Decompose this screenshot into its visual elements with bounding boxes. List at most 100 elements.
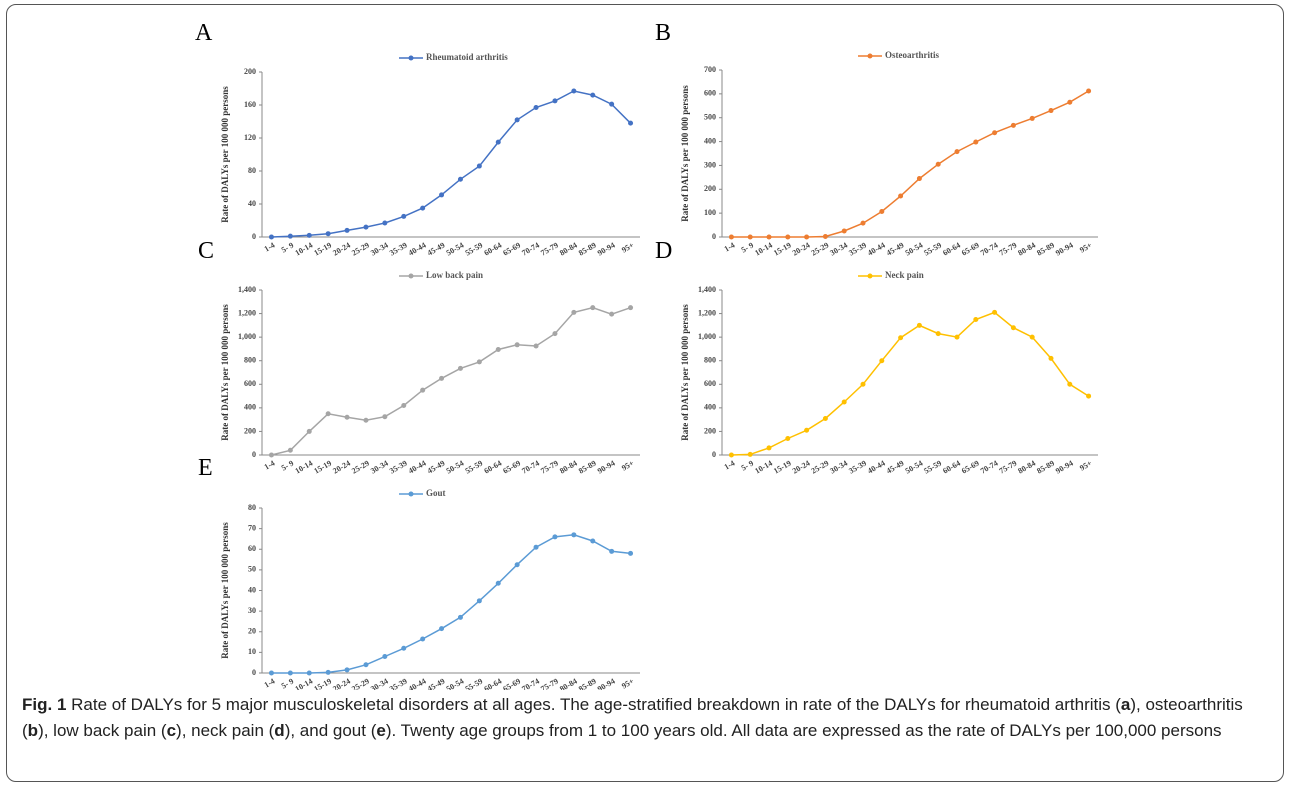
point	[992, 130, 998, 136]
y-tick-label: 70	[248, 523, 256, 532]
x-tick-label: 1-4	[723, 241, 737, 254]
point	[439, 626, 445, 632]
legend-marker	[408, 491, 414, 497]
x-tick-label: 65-69	[501, 677, 522, 690]
x-tick-label: 5- 9	[280, 241, 295, 255]
x-tick-label: 5- 9	[280, 459, 295, 473]
panel-label: B	[655, 20, 671, 46]
x-tick-label: 50-54	[445, 241, 466, 258]
x-tick-label: 90-94	[1054, 459, 1075, 476]
legend-label: Low back pain	[426, 270, 483, 280]
point	[457, 365, 463, 371]
x-tick-label: 50-54	[904, 241, 925, 258]
y-tick-label: 160	[244, 100, 256, 109]
x-tick-label: 50-54	[904, 459, 925, 476]
y-tick-label: 1,000	[238, 332, 256, 341]
caption-text: ). Twenty age groups from 1 to 100 years…	[385, 721, 1222, 740]
x-tick-label: 25-29	[350, 677, 371, 690]
y-tick-label: 100	[704, 208, 716, 217]
point	[344, 414, 350, 420]
x-tick-label: 85-89	[1035, 241, 1056, 258]
x-tick-label: 30-34	[369, 241, 390, 258]
point	[628, 305, 634, 311]
y-tick-label: 400	[704, 136, 716, 145]
legend-label: Osteoarthritis	[885, 50, 939, 60]
point	[766, 445, 772, 451]
point	[860, 381, 866, 387]
point	[747, 451, 753, 457]
point	[439, 375, 445, 381]
point	[420, 387, 426, 393]
series-line	[271, 534, 631, 674]
x-tick-label: 75-79	[998, 459, 1019, 476]
x-tick-label: 55-59	[922, 241, 943, 258]
point	[860, 220, 866, 226]
point	[571, 88, 577, 94]
point	[325, 231, 331, 237]
legend-marker	[867, 53, 873, 59]
x-tick-label: 40-44	[407, 459, 428, 476]
y-tick-label: 40	[248, 585, 256, 594]
figure-frame	[6, 4, 1284, 782]
x-tick-label: 15-19	[772, 241, 793, 258]
panel-label: C	[198, 238, 214, 264]
y-tick-label: 200	[244, 426, 256, 435]
point	[476, 598, 482, 604]
y-tick-label: 1,200	[238, 308, 256, 317]
point	[973, 316, 979, 322]
x-tick-label: 70-74	[520, 677, 541, 690]
point	[552, 534, 558, 540]
point	[935, 161, 941, 167]
x-tick-label: 60-64	[941, 459, 962, 476]
y-tick-label: 1,400	[698, 285, 716, 294]
y-tick-label: 1,400	[238, 285, 256, 294]
point	[571, 309, 577, 315]
caption-bold: e	[376, 721, 386, 740]
caption-text: ), and gout (	[284, 721, 377, 740]
point	[552, 98, 558, 104]
x-tick-label: 85-89	[577, 459, 598, 476]
x-tick-label: 75-79	[998, 241, 1019, 258]
point	[609, 101, 615, 107]
point	[973, 139, 979, 145]
legend-label: Gout	[426, 488, 446, 498]
x-tick-label: 30-34	[369, 677, 390, 690]
point	[1086, 88, 1092, 94]
y-tick-label: 200	[244, 67, 256, 76]
x-tick-label: 65-69	[501, 459, 522, 476]
point	[401, 213, 407, 219]
x-tick-label: 40-44	[866, 459, 887, 476]
x-tick-label: 10-14	[293, 459, 314, 476]
x-tick-label: 15-19	[312, 241, 333, 258]
point	[495, 139, 501, 145]
x-tick-label: 95+	[620, 240, 636, 254]
point	[533, 544, 539, 550]
x-tick-label: 60-64	[482, 459, 503, 476]
x-tick-label: 60-64	[482, 677, 503, 690]
point	[609, 548, 615, 554]
x-tick-label: 20-24	[791, 459, 812, 476]
point	[1086, 393, 1092, 399]
x-tick-label: 50-54	[445, 677, 466, 690]
x-tick-label: 95+	[1078, 240, 1094, 254]
caption-bold: a	[1120, 695, 1131, 714]
point	[552, 331, 558, 337]
y-tick-label: 600	[244, 379, 256, 388]
x-tick-label: 5- 9	[740, 241, 755, 255]
x-tick-label: 95+	[1078, 458, 1094, 472]
point	[841, 228, 847, 234]
point	[785, 436, 791, 441]
y-tick-label: 40	[248, 199, 256, 208]
x-tick-label: 20-24	[791, 241, 812, 258]
x-tick-label: 55-59	[922, 459, 943, 476]
x-tick-label: 35-39	[847, 241, 868, 258]
x-tick-label: 15-19	[312, 677, 333, 690]
x-tick-label: 55-59	[464, 677, 485, 690]
x-tick-label: 25-29	[810, 459, 831, 476]
series-line	[731, 311, 1089, 456]
y-tick-label: 400	[704, 403, 716, 412]
point	[325, 411, 331, 417]
y-tick-label: 1,000	[698, 332, 716, 341]
point	[898, 193, 904, 199]
legend-marker	[867, 273, 873, 279]
